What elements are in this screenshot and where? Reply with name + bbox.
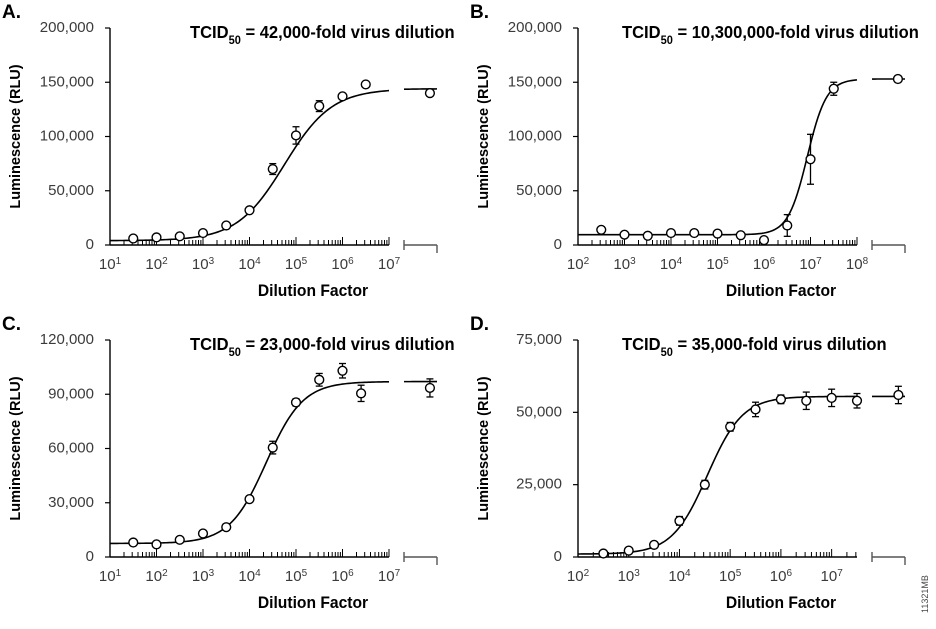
svg-text:11321MB: 11321MB xyxy=(920,575,930,613)
